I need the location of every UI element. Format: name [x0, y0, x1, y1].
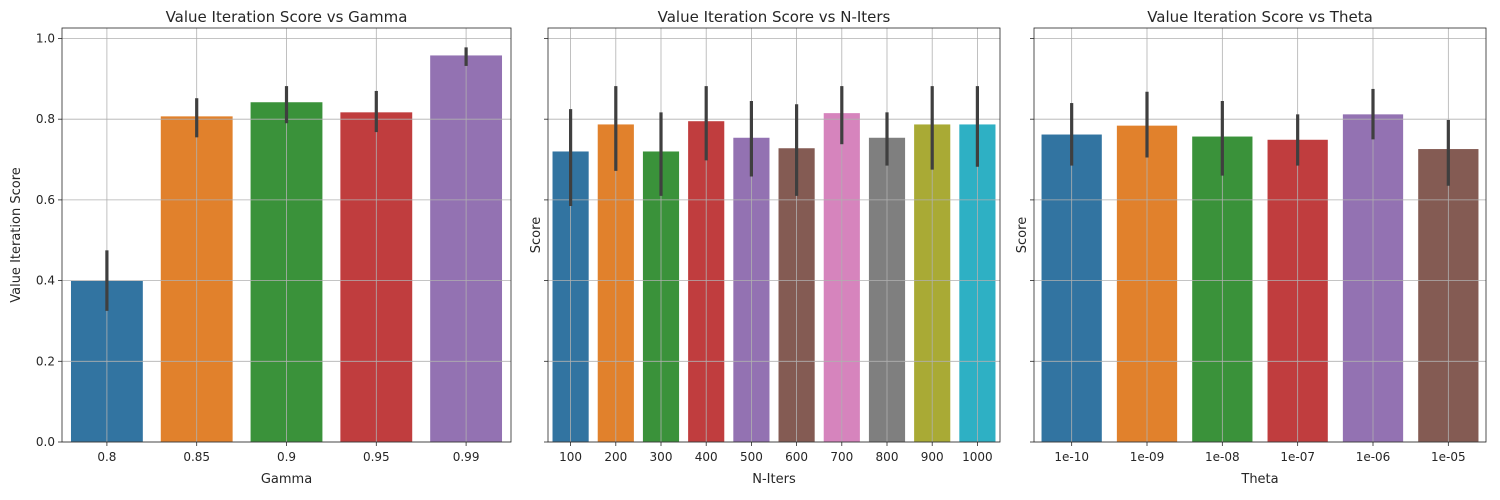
- y-axis-label: Score: [529, 217, 544, 253]
- x-tick-label: 800: [876, 450, 899, 464]
- x-tick-label: 1e-07: [1280, 450, 1315, 464]
- x-tick-label: 1000: [962, 450, 993, 464]
- y-tick-label: 1.0: [36, 31, 55, 45]
- x-tick-label: 900: [921, 450, 944, 464]
- x-tick-label: 0.9: [277, 450, 296, 464]
- x-tick-label: 1e-05: [1431, 450, 1466, 464]
- y-tick-label: 0.0: [36, 435, 55, 449]
- y-tick-label: 0.6: [36, 193, 55, 207]
- x-tick-label: 1e-08: [1205, 450, 1240, 464]
- chart-gamma: Value Iteration Score vs Gamma Gamma Val…: [9, 8, 512, 487]
- axes-frame: [1033, 27, 1487, 443]
- x-tick-label: 600: [785, 450, 808, 464]
- y-tick-label: 0.8: [36, 112, 55, 126]
- axes-frame: [547, 27, 1001, 443]
- x-axis-label: Theta: [1240, 472, 1278, 487]
- x-tick-label: 0.8: [97, 450, 116, 464]
- x-tick-label: 1e-09: [1130, 450, 1165, 464]
- axes-frame: [61, 27, 512, 443]
- x-tick-label: 200: [604, 450, 627, 464]
- x-tick-label: 100: [559, 450, 582, 464]
- chart-n-iters: Value Iteration Score vs N-Iters N-Iters…: [529, 8, 1001, 487]
- y-axis-label: Value Iteration Score: [9, 167, 24, 303]
- x-tick-label: 400: [695, 450, 718, 464]
- y-tick-label: 0.4: [36, 274, 55, 288]
- chart-title: Value Iteration Score vs N-Iters: [658, 8, 891, 26]
- chart-title: Value Iteration Score vs Gamma: [166, 8, 408, 26]
- y-tick-label: 0.2: [36, 354, 55, 368]
- x-axis-label: Gamma: [261, 472, 312, 487]
- chart-title: Value Iteration Score vs Theta: [1147, 8, 1373, 26]
- x-tick-label: 0.85: [183, 450, 210, 464]
- x-tick-label: 700: [830, 450, 853, 464]
- chart-theta: Value Iteration Score vs Theta Theta Sco…: [1015, 8, 1487, 487]
- x-tick-label: 300: [650, 450, 673, 464]
- x-axis-label: N-Iters: [752, 472, 796, 487]
- x-tick-label: 1e-10: [1054, 450, 1089, 464]
- x-tick-label: 0.95: [363, 450, 390, 464]
- x-tick-label: 500: [740, 450, 763, 464]
- x-tick-label: 1e-06: [1356, 450, 1391, 464]
- x-tick-label: 0.99: [453, 450, 480, 464]
- y-axis-label: Score: [1015, 217, 1030, 253]
